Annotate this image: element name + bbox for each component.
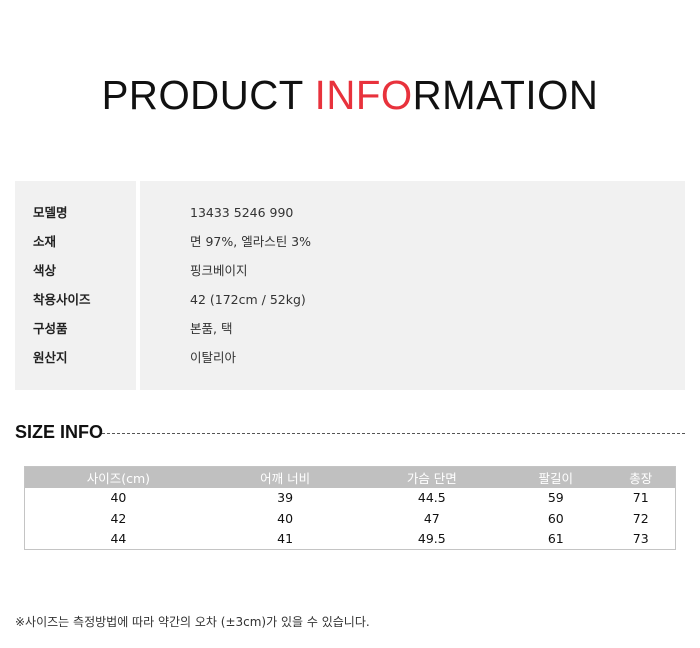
table-cell: 60 <box>547 510 564 526</box>
column-header: 총장 <box>606 466 676 488</box>
info-value: 본품, 택 <box>190 321 233 336</box>
table-cell: 47 <box>423 510 440 526</box>
column-header: 어깨 너비 <box>211 466 359 488</box>
table-cell: 42 <box>110 510 127 526</box>
table-cell: 39 <box>277 490 294 506</box>
table-cell: 72 <box>632 510 649 526</box>
page-title: PRODUCT INFORMATION <box>7 72 693 119</box>
table-row: 44 41 49.5 61 73 <box>25 529 676 550</box>
info-label: 구성품 <box>33 321 68 336</box>
info-row: 구성품 본품, 택 <box>15 314 685 343</box>
info-row: 색상 핑크베이지 <box>15 256 685 285</box>
table-header-row: 사이즈(cm) 어깨 너비 가슴 단면 팔길이 총장 <box>24 466 676 488</box>
table-cell: 40 <box>277 510 294 526</box>
table-cell: 44 <box>110 531 127 546</box>
dashed-divider <box>102 433 685 434</box>
info-row: 소재 면 97%, 엘라스틴 3% <box>15 227 685 256</box>
table-cell: 49.5 <box>417 531 446 546</box>
info-label: 착용사이즈 <box>33 292 91 307</box>
info-value: 면 97%, 엘라스틴 3% <box>190 234 312 249</box>
size-info-heading: SIZE INFO <box>15 422 104 442</box>
title-part2: RMATION <box>412 72 599 118</box>
table-row: 42 40 47 60 72 <box>25 508 676 529</box>
column-header: 팔길이 <box>505 466 607 488</box>
info-label: 색상 <box>33 263 57 278</box>
info-label: 원산지 <box>33 350 68 365</box>
title-part1: PRODUCT <box>101 72 315 118</box>
label-column <box>15 181 136 390</box>
size-note: ※사이즈는 측정방법에 따라 약간의 오차 (±3cm)가 있을 수 있습니다. <box>15 615 370 629</box>
table-cell: 59 <box>547 490 564 506</box>
table-cell: 41 <box>277 531 294 546</box>
info-label: 소재 <box>33 234 57 249</box>
info-value: 핑크베이지 <box>190 263 248 278</box>
table-cell: 61 <box>547 531 564 546</box>
table-cell: 40 <box>110 490 127 506</box>
table-cell: 71 <box>632 490 649 506</box>
table-row: 40 39 44.5 59 71 <box>25 488 676 509</box>
title-highlight: INFO <box>314 72 413 118</box>
value-column <box>140 181 685 390</box>
table-cell: 44.5 <box>417 490 446 506</box>
column-header: 가슴 단면 <box>358 466 506 488</box>
info-value: 13433 5246 990 <box>190 205 294 220</box>
info-value: 42 (172cm / 52kg) <box>190 292 306 307</box>
info-label: 모델명 <box>33 205 68 220</box>
table-cell: 73 <box>632 531 649 546</box>
product-info-box <box>15 181 685 390</box>
info-value: 이탈리아 <box>190 350 237 365</box>
column-header: 사이즈(cm) <box>24 466 212 488</box>
info-row: 착용사이즈 42 (172cm / 52kg) <box>15 285 685 314</box>
info-row: 원산지 이탈리아 <box>15 343 685 372</box>
size-table: 사이즈(cm) 어깨 너비 가슴 단면 팔길이 총장 40 39 44.5 59… <box>24 466 676 550</box>
info-row: 모델명 13433 5246 990 <box>15 198 685 227</box>
